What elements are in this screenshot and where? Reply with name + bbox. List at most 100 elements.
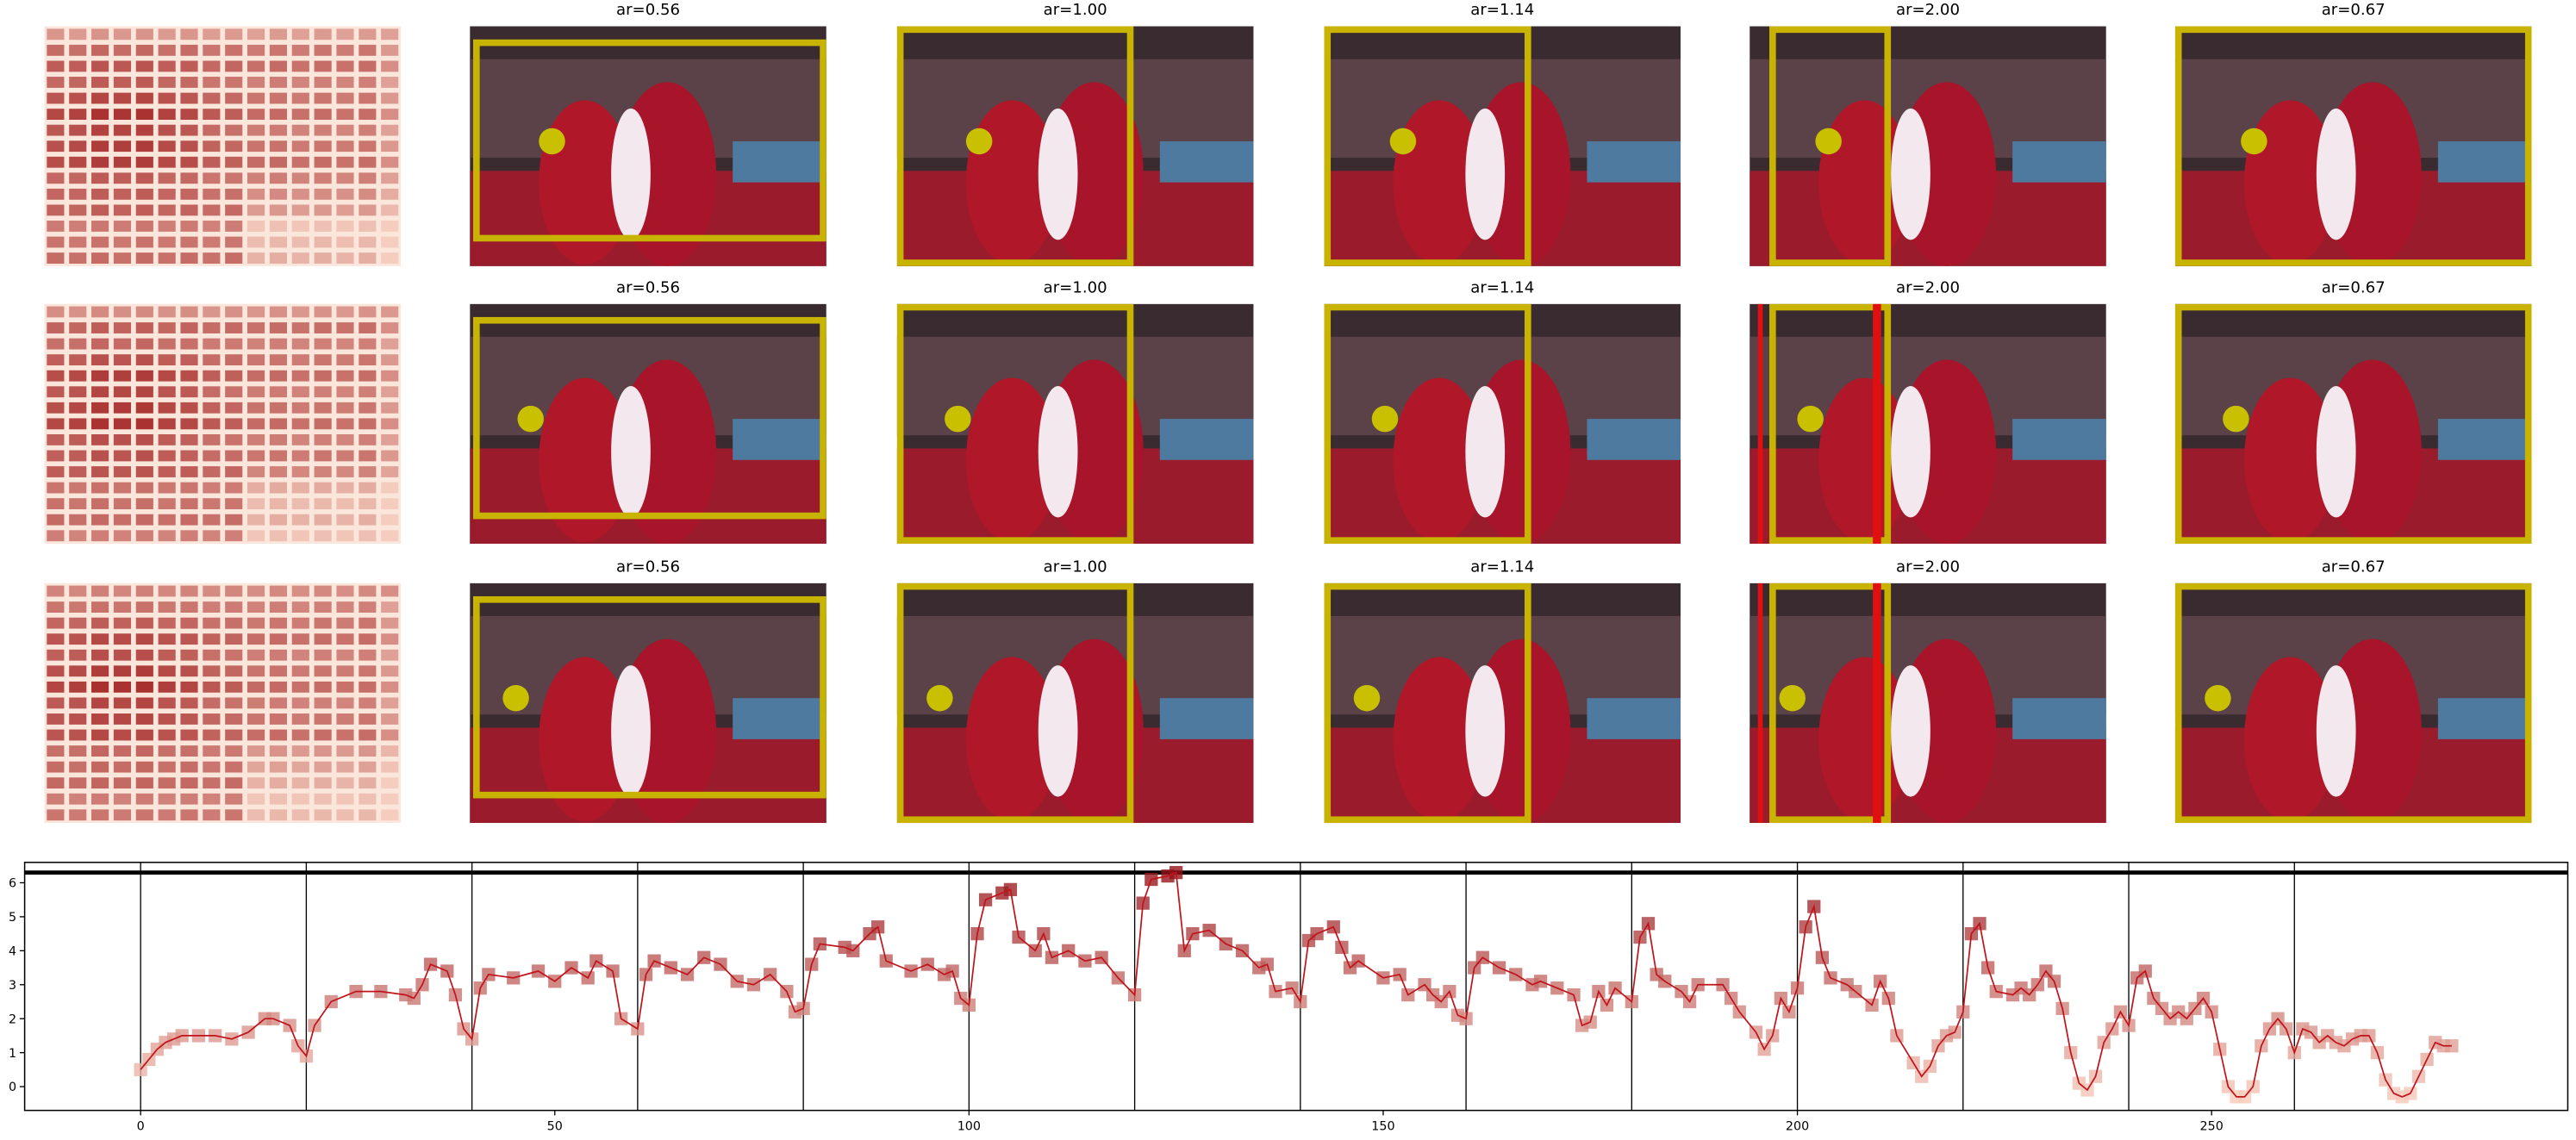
heatmap-cell — [247, 60, 265, 72]
heatmap — [44, 26, 402, 266]
photo-panel — [733, 698, 826, 739]
heatmap-cell — [225, 172, 243, 184]
point — [1353, 684, 1381, 712]
heatmap-cell — [135, 418, 153, 430]
heatmap-cell — [91, 156, 109, 168]
heatmap-cell — [203, 188, 221, 200]
heatmap-cell — [180, 418, 198, 430]
heatmap-cell — [180, 601, 198, 613]
heatmap-cell — [225, 252, 243, 264]
heatmap-cell — [180, 809, 198, 821]
heatmap-cell — [291, 809, 309, 821]
heatmap-cell — [291, 793, 309, 805]
heatmap-cell — [69, 498, 87, 510]
heatmap-cell — [158, 354, 176, 366]
heatmap-cell — [47, 221, 65, 232]
heatmap-cell — [381, 761, 399, 773]
heatmap-cell — [269, 745, 287, 757]
heatmap-cell — [135, 681, 153, 693]
heatmap — [44, 303, 402, 544]
heatmap-cell — [47, 617, 65, 629]
heatmap-cell — [69, 809, 87, 821]
heatmap-cell — [314, 236, 332, 248]
heatmap-cell — [47, 386, 65, 398]
heatmap-cell — [336, 697, 354, 709]
heatmap-cell — [225, 777, 243, 789]
heatmap-cell — [135, 338, 153, 350]
heatmap-cell — [336, 418, 354, 430]
heatmap-cell — [247, 386, 265, 398]
photo-towel — [1038, 665, 1078, 797]
heatmap-cell — [113, 77, 132, 88]
heatmap-cell — [113, 729, 132, 741]
heatmap-cell — [291, 77, 309, 88]
heatmap-cell — [269, 252, 287, 264]
heatmap-cell — [203, 221, 221, 232]
heatmap-cell — [381, 60, 399, 72]
heatmap-cell — [314, 156, 332, 168]
heatmap-cell — [135, 44, 153, 56]
heatmap-cell — [91, 713, 109, 725]
heatmap-cell — [135, 204, 153, 216]
heatmap-cell — [203, 617, 221, 629]
heatmap-cell — [269, 44, 287, 56]
heatmap-cell — [69, 681, 87, 693]
point — [502, 684, 529, 712]
red-bar — [1873, 582, 1881, 824]
heatmap-cell — [203, 386, 221, 398]
heatmap-cell — [225, 665, 243, 677]
heatmap-cell — [381, 601, 399, 613]
heatmap-cell — [247, 140, 265, 153]
heatmap-cell — [359, 370, 377, 382]
heatmap-cell — [91, 221, 109, 232]
heatmap-cell — [135, 77, 153, 88]
heatmap-cell — [381, 28, 399, 40]
heatmap-cell — [336, 433, 354, 445]
heatmap-cell — [113, 221, 132, 232]
heatmap-cell — [135, 386, 153, 398]
heatmap-cell — [47, 498, 65, 510]
heatmap-cell — [69, 338, 87, 350]
heatmap-cell — [47, 697, 65, 709]
heatmap-cell — [247, 745, 265, 757]
heatmap-cell — [47, 649, 65, 661]
heatmap-cell — [225, 466, 243, 477]
heatmap-cell — [247, 156, 265, 168]
heatmap-cell — [314, 729, 332, 741]
heatmap-cell — [314, 354, 332, 366]
heatmap-cell — [225, 498, 243, 510]
heatmap-cell — [47, 777, 65, 789]
heatmap-cell — [135, 354, 153, 366]
heatmap-cell — [113, 530, 132, 542]
heatmap-cell — [203, 109, 221, 120]
heatmap-cell — [269, 306, 287, 318]
heatmap-cell — [69, 322, 87, 333]
heatmap-cell — [203, 498, 221, 510]
heatmap-cell — [69, 697, 87, 709]
heatmap-cell — [336, 761, 354, 773]
heatmap-cell — [69, 28, 87, 40]
heatmap-cell — [314, 498, 332, 510]
heatmap-cell — [69, 188, 87, 200]
heatmap-cell — [135, 713, 153, 725]
heatmap-cell — [291, 60, 309, 72]
x-tick-label: 150 — [1371, 1120, 1394, 1134]
heatmap-cell — [47, 156, 65, 168]
heatmap-cell — [135, 466, 153, 477]
point — [517, 405, 544, 433]
heatmap-cell — [91, 761, 109, 773]
heatmap-cell — [269, 236, 287, 248]
heatmap-cell — [291, 482, 309, 494]
heatmap-cell — [203, 665, 221, 677]
heatmap-cell — [69, 514, 87, 526]
heatmap-cell — [359, 681, 377, 693]
y-tick-label: 5 — [9, 911, 16, 925]
photo-person — [2243, 657, 2336, 822]
heatmap-cell — [314, 322, 332, 333]
heatmap-cell — [291, 338, 309, 350]
panel-title: ar=0.56 — [616, 278, 680, 296]
heatmap-cell — [291, 28, 309, 40]
heatmap-cell — [269, 386, 287, 398]
photo-towel — [611, 108, 651, 240]
photo-towel — [1891, 108, 1930, 240]
